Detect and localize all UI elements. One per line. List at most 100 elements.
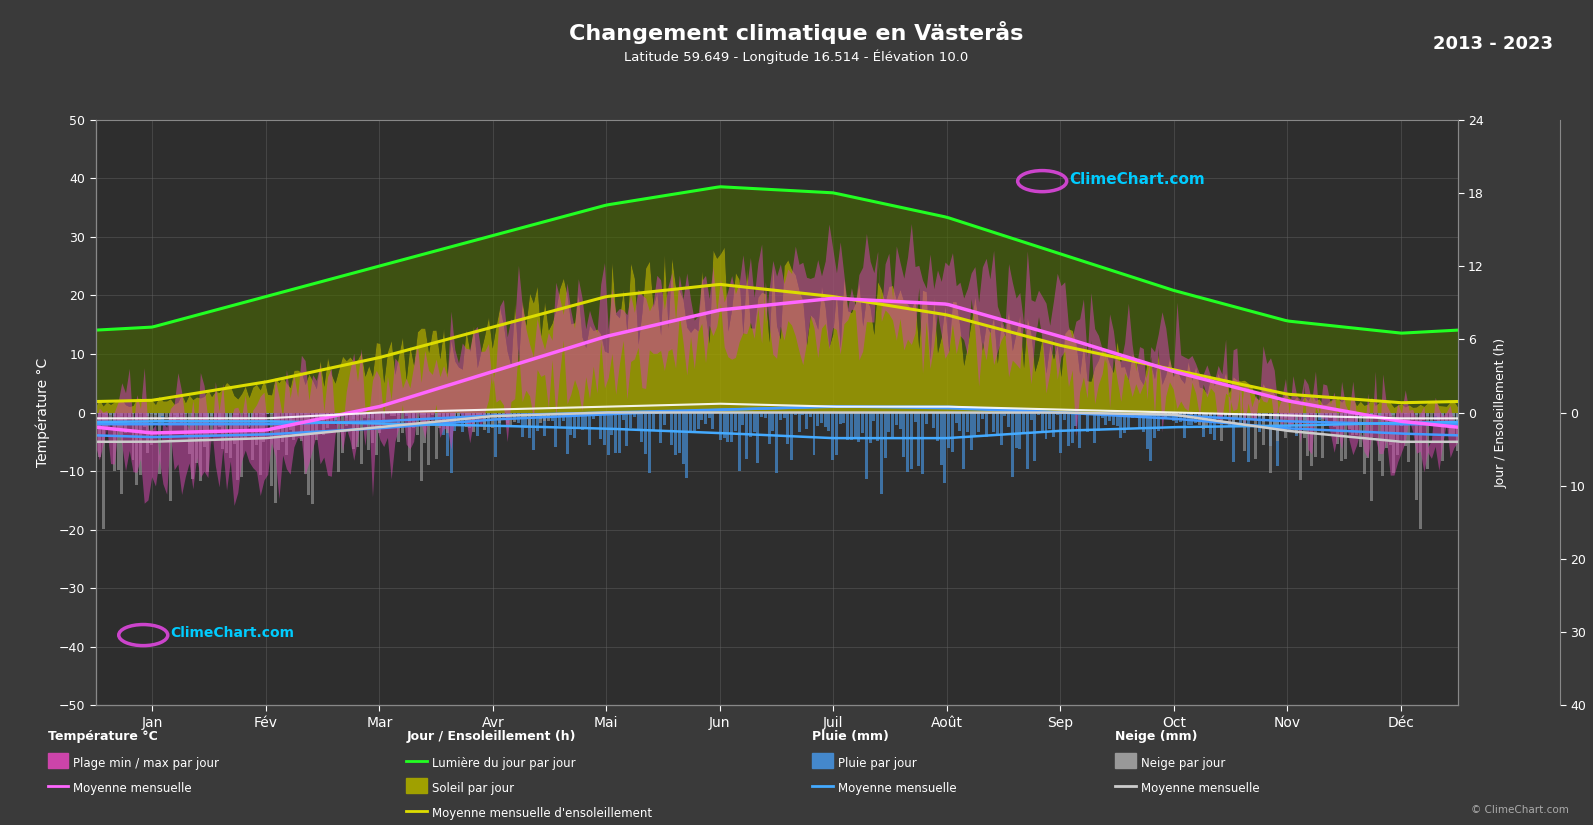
Bar bbox=[580, 412, 583, 431]
Bar bbox=[282, 412, 284, 442]
Bar bbox=[1292, 412, 1295, 426]
Bar bbox=[618, 412, 621, 453]
Bar bbox=[1273, 412, 1276, 425]
Bar bbox=[1231, 412, 1235, 423]
Bar bbox=[468, 412, 472, 418]
Bar bbox=[213, 412, 217, 418]
Bar bbox=[546, 412, 550, 418]
Bar bbox=[1223, 412, 1227, 417]
Bar bbox=[1378, 412, 1381, 417]
Bar bbox=[333, 412, 336, 422]
Bar bbox=[1172, 412, 1174, 413]
Bar bbox=[127, 412, 131, 417]
Bar bbox=[460, 412, 464, 432]
Bar bbox=[1437, 412, 1440, 422]
Bar bbox=[116, 412, 119, 470]
Bar bbox=[258, 412, 261, 475]
Bar bbox=[236, 412, 239, 479]
Bar bbox=[1131, 412, 1134, 415]
Bar bbox=[876, 412, 879, 441]
Bar bbox=[1303, 412, 1306, 438]
Bar bbox=[499, 412, 502, 434]
Bar bbox=[782, 412, 785, 418]
Bar bbox=[1373, 412, 1376, 418]
Bar bbox=[1123, 412, 1126, 433]
Bar bbox=[277, 412, 280, 450]
Bar bbox=[1403, 412, 1407, 446]
Bar bbox=[468, 412, 472, 428]
Bar bbox=[1179, 412, 1182, 422]
Bar bbox=[166, 412, 169, 417]
Bar bbox=[1231, 412, 1235, 462]
Bar bbox=[1287, 412, 1290, 427]
Bar bbox=[1115, 412, 1118, 427]
Bar bbox=[890, 412, 894, 440]
Bar bbox=[199, 412, 202, 416]
Bar bbox=[816, 412, 819, 427]
Bar bbox=[970, 412, 973, 450]
Bar bbox=[446, 412, 449, 455]
Bar bbox=[105, 412, 108, 427]
Bar bbox=[1131, 412, 1134, 418]
Bar bbox=[274, 412, 277, 418]
Bar bbox=[1051, 412, 1055, 436]
Bar bbox=[1392, 412, 1395, 473]
Bar bbox=[884, 412, 887, 458]
Bar bbox=[218, 412, 220, 427]
Bar bbox=[505, 412, 508, 426]
Bar bbox=[191, 412, 194, 479]
Bar bbox=[132, 412, 134, 414]
Bar bbox=[1220, 412, 1223, 416]
Bar bbox=[132, 412, 134, 460]
Bar bbox=[1247, 412, 1249, 462]
Bar bbox=[977, 412, 980, 432]
Bar bbox=[846, 412, 849, 440]
Bar bbox=[1176, 412, 1179, 413]
Bar bbox=[322, 412, 325, 416]
Bar bbox=[902, 412, 905, 457]
Bar bbox=[202, 412, 205, 447]
Bar bbox=[293, 412, 295, 413]
Bar bbox=[1273, 412, 1276, 427]
Bar bbox=[419, 412, 422, 481]
Bar bbox=[479, 412, 483, 416]
Bar bbox=[1153, 412, 1157, 414]
Bar bbox=[1284, 412, 1287, 438]
Bar bbox=[1145, 412, 1149, 449]
Bar bbox=[1314, 412, 1317, 457]
Bar bbox=[1309, 412, 1313, 466]
Bar bbox=[765, 412, 766, 417]
Bar bbox=[233, 412, 236, 444]
Bar bbox=[368, 412, 370, 450]
Bar bbox=[393, 412, 397, 414]
Bar bbox=[1067, 412, 1070, 446]
Bar bbox=[682, 412, 685, 464]
Bar bbox=[147, 412, 150, 417]
Bar bbox=[472, 412, 475, 432]
Bar bbox=[483, 412, 486, 430]
Bar bbox=[752, 412, 755, 431]
Bar bbox=[988, 412, 991, 413]
Y-axis label: Température °C: Température °C bbox=[35, 358, 51, 467]
Bar bbox=[1198, 412, 1201, 417]
Bar bbox=[999, 412, 1002, 445]
Bar bbox=[898, 412, 902, 429]
Bar bbox=[233, 412, 236, 415]
Bar bbox=[199, 412, 202, 480]
Bar bbox=[274, 412, 277, 503]
Bar bbox=[596, 412, 599, 416]
Bar bbox=[1145, 412, 1149, 415]
Bar bbox=[386, 412, 389, 413]
Bar bbox=[1298, 412, 1301, 479]
Bar bbox=[1086, 412, 1088, 431]
Bar bbox=[288, 412, 292, 421]
Bar bbox=[1340, 412, 1343, 461]
Bar bbox=[723, 412, 726, 438]
Bar bbox=[1370, 412, 1373, 502]
Bar bbox=[183, 412, 186, 436]
Bar bbox=[1303, 412, 1306, 420]
Bar bbox=[443, 412, 444, 435]
Bar bbox=[446, 412, 449, 433]
Bar bbox=[322, 412, 325, 435]
Text: Latitude 59.649 - Longitude 16.514 - Élévation 10.0: Latitude 59.649 - Longitude 16.514 - Élé… bbox=[624, 50, 969, 64]
